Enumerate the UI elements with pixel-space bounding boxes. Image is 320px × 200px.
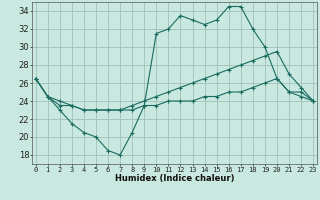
- X-axis label: Humidex (Indice chaleur): Humidex (Indice chaleur): [115, 174, 234, 183]
